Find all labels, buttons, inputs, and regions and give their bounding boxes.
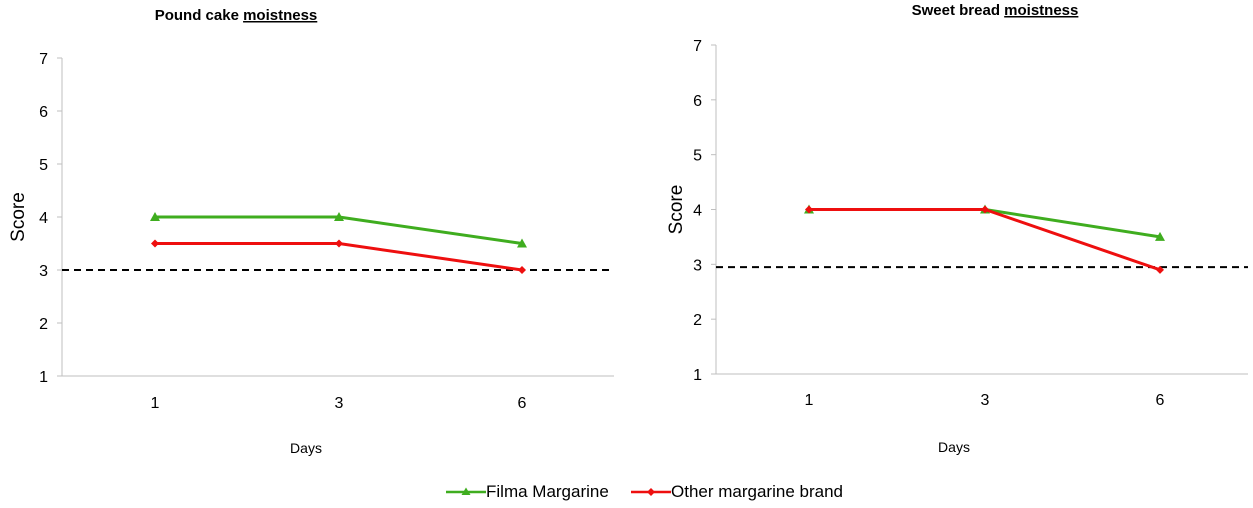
- y-tick-label: 2: [39, 316, 48, 333]
- data-point-other: [1156, 265, 1164, 274]
- legend: Filma Margarine Other margarine brand: [0, 480, 1253, 504]
- y-tick-label: 3: [693, 257, 702, 274]
- data-point-other: [335, 239, 343, 248]
- legend-marker-diamond-icon: [631, 488, 671, 496]
- y-tick-label: 5: [39, 157, 48, 174]
- x-tick-label: 1: [151, 395, 160, 412]
- y-tick-label: 6: [693, 93, 702, 110]
- y-tick-label: 1: [693, 367, 702, 384]
- legend-label-other: Other margarine brand: [671, 482, 843, 501]
- y-tick-label: 5: [693, 148, 702, 165]
- chart-title-emphasis: moistness: [243, 7, 317, 24]
- y-tick-label: 3: [39, 263, 48, 280]
- y-axis-title: Score: [8, 192, 29, 242]
- x-tick-label: 6: [518, 395, 527, 412]
- chart-2: Sweet bread moistness 1 2 3 4 5 6 7 1 3 6 Score Days: [666, 2, 1248, 455]
- legend-marker-triangle-icon: [446, 487, 486, 495]
- x-tick-label: 1: [805, 392, 814, 409]
- y-tick-label: 2: [693, 312, 702, 329]
- y-tick-label: 4: [693, 203, 702, 220]
- data-point-filma: [1155, 231, 1165, 241]
- legend-item-filma: Filma Margarine: [446, 480, 609, 504]
- x-axis-title: Days: [290, 440, 322, 456]
- chart-title-main: Pound cake: [155, 7, 243, 24]
- x-tick-label: 6: [1156, 392, 1165, 409]
- y-tick-label: 4: [39, 210, 48, 227]
- chart-1: Pound cake moistness 1 2 3 4 5 6 7 1 3 6 Score Days: [8, 7, 614, 456]
- chart-title-main: Sweet bread: [912, 2, 1005, 19]
- series-line-other: [809, 208, 1161, 272]
- y-tick-label: 7: [39, 51, 48, 68]
- data-point-other: [981, 205, 989, 214]
- chart-title: Sweet bread moistness: [912, 2, 1079, 19]
- series-line-other: [155, 242, 523, 272]
- data-point-other: [518, 266, 526, 274]
- data-point-other: [151, 239, 159, 248]
- data-point-other: [805, 205, 813, 214]
- legend-item-other: Other margarine brand: [631, 480, 843, 504]
- y-axis-title: Score: [666, 185, 687, 235]
- y-tick-label: 6: [39, 104, 48, 121]
- y-tick-label: 7: [693, 38, 702, 55]
- chart-title: Pound cake moistness: [155, 7, 318, 24]
- y-tick-label: 1: [39, 369, 48, 386]
- data-point-filma: [334, 212, 344, 221]
- x-tick-label: 3: [335, 395, 344, 412]
- legend-label-filma: Filma Margarine: [486, 482, 609, 501]
- x-tick-label: 3: [981, 392, 990, 409]
- data-point-filma: [517, 238, 527, 248]
- series-line-filma: [809, 208, 1161, 239]
- data-point-filma: [150, 212, 160, 221]
- x-axis-title: Days: [938, 439, 970, 455]
- chart-title-emphasis: moistness: [1004, 2, 1078, 19]
